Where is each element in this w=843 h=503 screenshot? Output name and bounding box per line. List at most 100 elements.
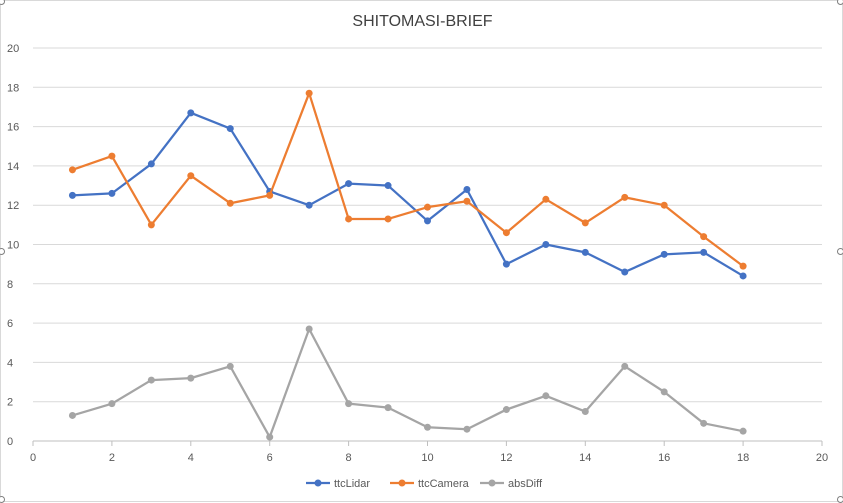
y-tick-label: 20 bbox=[7, 43, 19, 55]
series-line bbox=[72, 111, 744, 277]
data-point bbox=[621, 268, 629, 276]
x-tick-label: 4 bbox=[188, 452, 194, 464]
data-point bbox=[581, 248, 589, 256]
data-point bbox=[68, 166, 76, 174]
data-point bbox=[502, 229, 510, 237]
gridlines bbox=[33, 47, 822, 442]
data-point bbox=[542, 241, 550, 248]
data-point bbox=[502, 260, 510, 268]
x-tick-label: 2 bbox=[109, 452, 115, 464]
data-point bbox=[463, 197, 471, 205]
x-tick-label: 16 bbox=[658, 452, 670, 464]
series-line bbox=[72, 92, 744, 268]
data-point bbox=[463, 185, 471, 193]
legend-label: absDiff bbox=[508, 478, 543, 490]
data-point bbox=[108, 189, 116, 197]
data-point bbox=[305, 325, 313, 333]
data-point bbox=[700, 419, 708, 427]
data-point bbox=[266, 191, 274, 199]
x-axis-ticks: 0 2 4 6 8 10 12 14 16 18 20 bbox=[30, 441, 828, 464]
data-point bbox=[739, 262, 747, 270]
data-point bbox=[384, 404, 392, 412]
data-point bbox=[384, 182, 392, 190]
data-point bbox=[226, 362, 234, 370]
data-point bbox=[660, 250, 668, 258]
legend-label: ttcCamera bbox=[418, 478, 470, 490]
y-tick-label: 4 bbox=[7, 357, 13, 369]
data-point bbox=[581, 219, 589, 227]
resize-handle-left[interactable] bbox=[0, 248, 5, 255]
data-point bbox=[187, 109, 195, 117]
data-point bbox=[621, 362, 629, 370]
chart-title: SHITOMASI-BRIEF bbox=[352, 13, 492, 30]
x-tick-label: 14 bbox=[579, 452, 591, 464]
x-tick-label: 18 bbox=[737, 452, 749, 464]
y-tick-label: 8 bbox=[7, 279, 13, 291]
data-point bbox=[345, 400, 353, 408]
resize-handle-top-left[interactable] bbox=[0, 0, 5, 5]
data-point bbox=[542, 392, 550, 400]
data-point bbox=[68, 411, 76, 419]
data-point bbox=[739, 427, 747, 435]
data-point bbox=[305, 89, 313, 97]
data-point bbox=[660, 388, 668, 396]
data-point bbox=[187, 374, 195, 382]
data-point bbox=[621, 193, 629, 201]
series-ttcLidar bbox=[68, 109, 747, 280]
legend: ttcLidar ttcCamera absDiff bbox=[306, 478, 543, 490]
data-point bbox=[424, 203, 431, 211]
data-point bbox=[700, 233, 708, 241]
y-tick-label: 12 bbox=[7, 200, 19, 212]
x-tick-label: 10 bbox=[421, 452, 433, 464]
series-line bbox=[72, 327, 744, 439]
y-tick-label: 14 bbox=[7, 161, 19, 173]
data-point bbox=[266, 433, 274, 441]
data-point bbox=[147, 221, 155, 229]
y-tick-label: 18 bbox=[7, 82, 19, 94]
data-point bbox=[226, 199, 234, 207]
data-point bbox=[187, 172, 195, 180]
legend-item-absDiff: absDiff bbox=[480, 478, 543, 490]
data-point bbox=[542, 195, 550, 203]
legend-marker bbox=[314, 479, 322, 487]
y-tick-label: 2 bbox=[7, 397, 13, 409]
legend-item-ttcCamera: ttcCamera bbox=[390, 478, 470, 490]
legend-marker bbox=[488, 479, 496, 487]
series-absDiff bbox=[68, 325, 747, 441]
data-point bbox=[108, 400, 116, 408]
legend-label: ttcLidar bbox=[334, 478, 370, 490]
x-tick-label: 8 bbox=[346, 452, 352, 464]
x-tick-label: 0 bbox=[30, 452, 36, 464]
resize-handle-right[interactable] bbox=[837, 248, 843, 255]
data-point bbox=[424, 423, 431, 431]
series-group bbox=[68, 89, 747, 441]
data-point bbox=[463, 425, 471, 433]
data-point bbox=[581, 408, 589, 416]
x-tick-label: 20 bbox=[816, 452, 828, 464]
data-point bbox=[424, 217, 431, 225]
data-point bbox=[739, 272, 747, 280]
legend-item-ttcLidar: ttcLidar bbox=[306, 478, 370, 490]
legend-marker bbox=[398, 479, 406, 487]
series-ttcCamera bbox=[68, 89, 747, 270]
data-point bbox=[700, 248, 708, 256]
y-tick-label: 0 bbox=[7, 436, 13, 448]
data-point bbox=[305, 201, 313, 209]
resize-handle-top-right[interactable] bbox=[837, 0, 843, 5]
y-tick-label: 16 bbox=[7, 122, 19, 134]
data-point bbox=[68, 191, 76, 199]
y-tick-label: 6 bbox=[7, 318, 13, 330]
y-tick-label: 10 bbox=[7, 240, 19, 252]
data-point bbox=[226, 125, 234, 133]
data-point bbox=[147, 160, 155, 168]
x-tick-label: 6 bbox=[267, 452, 273, 464]
data-point bbox=[384, 215, 392, 223]
data-point bbox=[345, 215, 353, 223]
data-point bbox=[345, 180, 353, 188]
data-point bbox=[108, 152, 116, 160]
x-tick-label: 12 bbox=[500, 452, 512, 464]
data-point bbox=[660, 201, 668, 209]
data-point bbox=[147, 376, 155, 384]
